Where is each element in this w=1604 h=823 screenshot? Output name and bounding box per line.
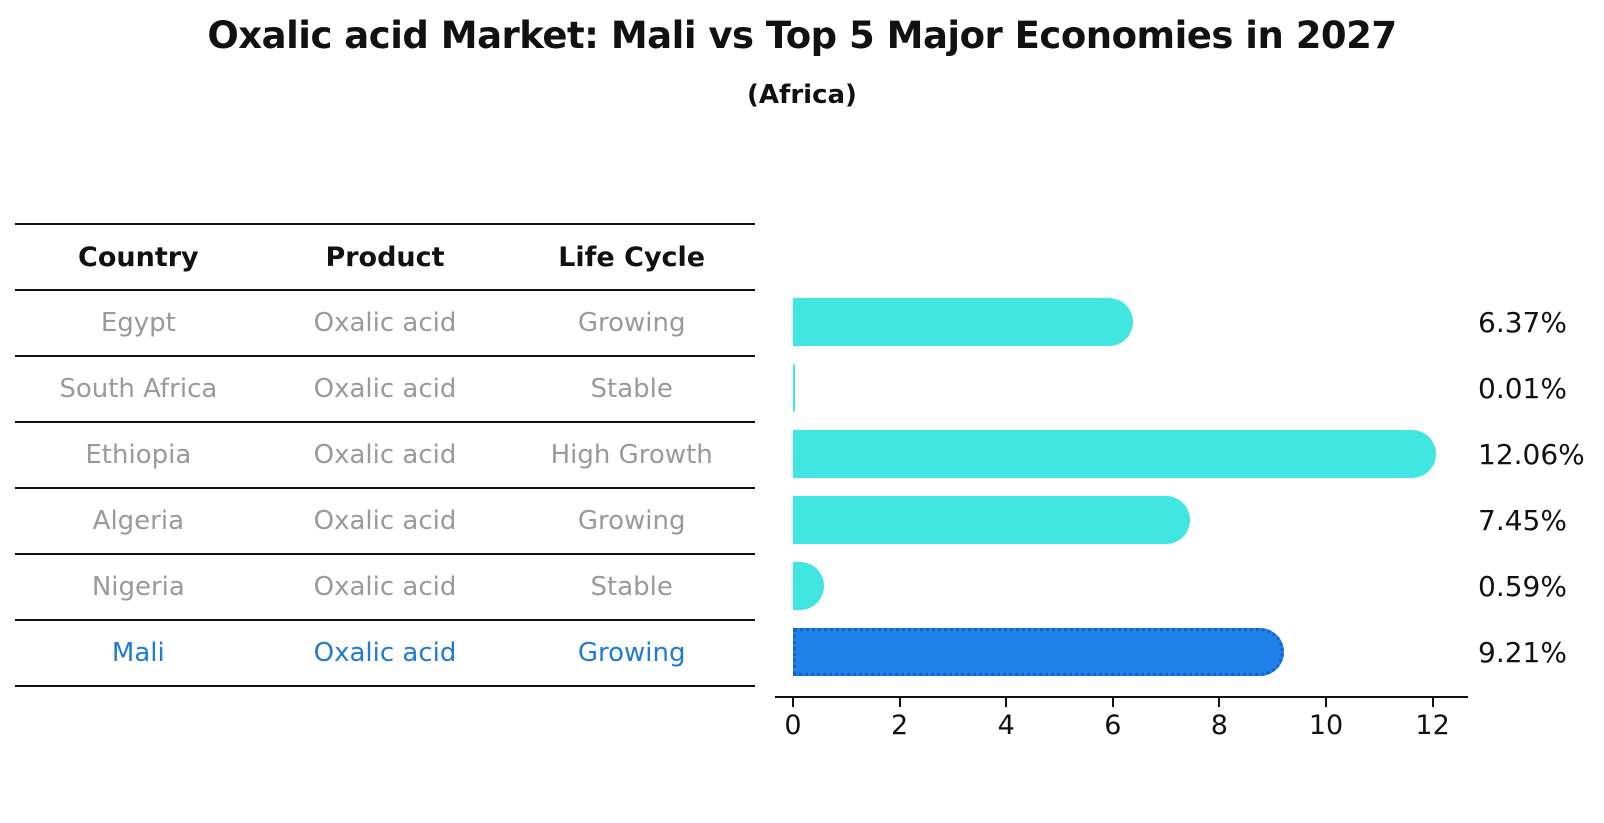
table-header-row: Country Product Life Cycle: [15, 225, 755, 291]
x-axis-tick: [792, 698, 794, 707]
value-label: 0.01%: [1478, 371, 1567, 405]
bar-nigeria: [793, 562, 825, 610]
value-label: 6.37%: [1478, 305, 1567, 339]
country-cell: Country: [78, 241, 199, 273]
bar-mali: [793, 628, 1284, 676]
table-row: Algeria Oxalic acid Growing: [15, 489, 755, 555]
lifecycle-cell: Stable: [590, 572, 673, 602]
x-axis-tick: [1431, 698, 1434, 707]
country-cell: Egypt: [100, 308, 176, 338]
product-cell: Oxalic acid: [313, 506, 457, 536]
country-cell: South Africa: [59, 374, 218, 404]
country-cell: Algeria: [92, 506, 185, 536]
x-axis-tick: [1111, 698, 1114, 707]
table-row: Ethiopia Oxalic acid High Growth: [15, 423, 755, 489]
table-row: Mali Oxalic acid Growing: [15, 621, 755, 685]
table-row: Nigeria Oxalic acid Stable: [15, 555, 755, 621]
chart-subtitle: (Africa): [747, 80, 857, 110]
x-axis-tick-label: 6: [1104, 710, 1122, 741]
table-row: Egypt Oxalic acid Growing: [15, 291, 755, 357]
country-cell: Nigeria: [91, 572, 185, 602]
x-axis-tick-label: 2: [891, 710, 909, 741]
market-table: Country Product Life Cycle Egypt Oxalic …: [15, 223, 755, 687]
value-label: 0.59%: [1478, 569, 1567, 603]
country-cell: Mali: [111, 638, 165, 668]
lifecycle-cell: Growing: [577, 506, 686, 536]
product-cell: Oxalic acid: [313, 308, 457, 338]
product-cell: Oxalic acid: [313, 638, 457, 668]
lifecycle-cell: High Growth: [550, 440, 713, 470]
x-axis-tick-label: 12: [1415, 710, 1450, 741]
value-label: 12.06%: [1478, 437, 1585, 471]
bar-south-africa: [793, 364, 795, 412]
product-cell: Oxalic acid: [313, 374, 457, 404]
lifecycle-cell: Growing: [577, 638, 686, 668]
bar-egypt: [793, 298, 1133, 346]
lifecycle-cell: Growing: [577, 308, 686, 338]
chart-title: Oxalic acid Market: Mali vs Top 5 Major …: [207, 14, 1397, 57]
x-axis-tick-label: 0: [784, 710, 802, 741]
bar-ethiopia: [793, 430, 1436, 478]
value-label: 9.21%: [1478, 635, 1567, 669]
x-axis-tick-label: 8: [1210, 710, 1228, 741]
x-axis-tick-label: 4: [997, 710, 1015, 741]
country-cell: Ethiopia: [85, 440, 192, 470]
x-axis-line: [775, 696, 1468, 698]
x-axis-tick: [1325, 698, 1327, 707]
x-axis-tick: [898, 698, 901, 707]
product-cell: Oxalic acid: [313, 440, 457, 470]
x-axis-tick-label: 10: [1308, 710, 1344, 741]
value-label: 7.45%: [1478, 503, 1567, 537]
bar-algeria: [793, 496, 1191, 544]
lifecycle-cell: Life Cycle: [558, 241, 706, 273]
product-cell: Product: [325, 241, 445, 273]
product-cell: Oxalic acid: [313, 572, 457, 602]
lifecycle-cell: Stable: [590, 374, 673, 404]
table-row: South Africa Oxalic acid Stable: [15, 357, 755, 423]
x-axis-tick: [1005, 698, 1008, 707]
x-axis-tick: [1218, 698, 1221, 707]
